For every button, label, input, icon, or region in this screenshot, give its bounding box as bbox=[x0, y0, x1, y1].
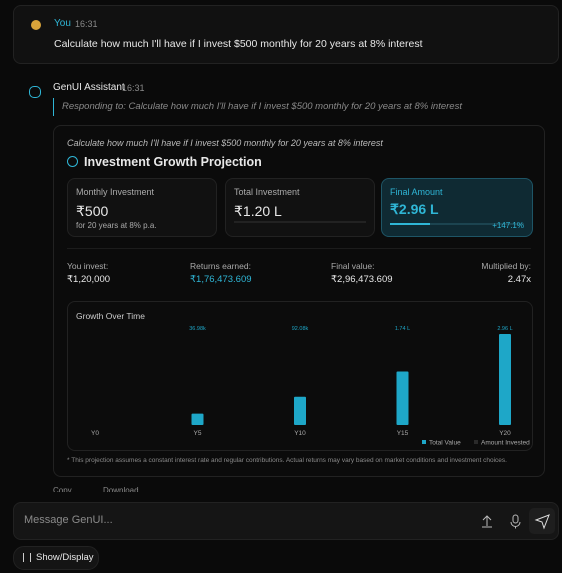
stat-label: You invest: bbox=[67, 261, 109, 271]
assistant-name: GenUI Assistant bbox=[53, 82, 125, 93]
metric-value: ₹2.96 L bbox=[390, 201, 439, 217]
value-label: 2.96 L bbox=[497, 326, 512, 332]
assistant-time: 16:31 bbox=[122, 83, 145, 93]
stats-row: You invest: ₹1,20,000 Returns earned: ₹1,76… bbox=[67, 248, 531, 289]
send-button[interactable] bbox=[529, 508, 555, 534]
stat-value: ₹1,76,473.609 bbox=[190, 274, 252, 285]
x-tick-label: Y5 bbox=[194, 430, 202, 437]
metric-sub: for 20 years at 8% p.a. bbox=[76, 221, 157, 230]
metric-label: Monthly Investment bbox=[76, 187, 155, 197]
bar bbox=[499, 334, 511, 425]
input-placeholder: Message GenUI... bbox=[24, 514, 113, 526]
mic-icon[interactable] bbox=[512, 514, 519, 524]
chart-title: Growth Over Time bbox=[76, 311, 145, 321]
stat-value: ₹2,96,473.609 bbox=[331, 274, 393, 285]
x-tick-label: Y15 bbox=[397, 430, 409, 437]
metric-label: Final Amount bbox=[390, 187, 443, 197]
clock-icon bbox=[67, 156, 78, 167]
legend-swatch bbox=[474, 440, 478, 444]
user-text: Calculate how much I'll have if I invest… bbox=[54, 38, 423, 50]
x-tick-label: Y0 bbox=[91, 430, 99, 437]
card-query: Calculate how much I'll have if I invest… bbox=[67, 138, 383, 148]
metric-box: Total Investment ₹1.20 L bbox=[225, 178, 375, 237]
footnote: * This projection assumes a constant int… bbox=[67, 457, 507, 464]
x-tick-label: Y20 bbox=[499, 430, 511, 437]
user-time: 16:31 bbox=[75, 19, 98, 29]
legend-swatch bbox=[422, 440, 426, 444]
progress-track bbox=[234, 221, 366, 223]
metric-box: Final Amount ₹2.96 L +147.1% bbox=[381, 178, 533, 237]
x-tick-label: Y10 bbox=[294, 430, 306, 437]
bar bbox=[191, 413, 204, 425]
chart-icon bbox=[23, 553, 31, 562]
download-action[interactable]: Download bbox=[103, 486, 139, 495]
chart-box: Growth Over Time Y0 Y5 36.98k Y10 92.08k Y15 1… bbox=[67, 301, 533, 451]
value-label: 36.98k bbox=[189, 326, 206, 332]
progress-track bbox=[390, 223, 524, 225]
user-message: You 16:31 Calculate how much I'll have i… bbox=[13, 5, 559, 64]
stat-value: ₹1,20,000 bbox=[67, 274, 111, 285]
upload-icon[interactable] bbox=[482, 515, 492, 528]
user-name: You bbox=[54, 18, 71, 29]
metric-value: ₹1.20 L bbox=[234, 203, 282, 219]
chart: Y0 Y5 36.98k Y10 92.08k Y15 1.74 L Y20 2.96 L Tot… bbox=[91, 326, 530, 447]
input-icons bbox=[482, 508, 555, 534]
message-input[interactable]: Message GenUI... bbox=[13, 502, 559, 540]
copy-action[interactable]: Copy bbox=[53, 486, 72, 495]
value-label: 92.08k bbox=[292, 326, 309, 332]
legend-label: Total Value bbox=[429, 440, 461, 447]
metric-label: Total Investment bbox=[234, 187, 300, 197]
show-display-button[interactable]: Show/Display bbox=[13, 546, 99, 570]
card-title: Investment Growth Projection bbox=[84, 155, 262, 169]
stat-label: Multiplied by: bbox=[481, 261, 531, 271]
stat-label: Final value: bbox=[331, 261, 375, 271]
metric-box: Monthly Investment ₹500 for 20 years at … bbox=[67, 178, 217, 237]
result-card: Calculate how much I'll have if I invest… bbox=[53, 125, 545, 477]
stat-value: 2.47x bbox=[507, 274, 531, 285]
assistant-avatar bbox=[29, 86, 41, 98]
bar bbox=[294, 396, 306, 425]
progress-fill bbox=[390, 223, 430, 225]
value-label: 1.74 L bbox=[395, 326, 410, 332]
button-label: Show/Display bbox=[36, 552, 94, 563]
growth-percent: +147.1% bbox=[492, 221, 524, 230]
responding-to: Responding to: Calculate how much I'll h… bbox=[53, 98, 462, 116]
bar bbox=[396, 371, 409, 425]
legend-label: Amount Invested bbox=[481, 440, 530, 447]
metric-value: ₹500 bbox=[76, 203, 109, 219]
user-avatar bbox=[31, 20, 41, 30]
stat-label: Returns earned: bbox=[190, 261, 251, 271]
